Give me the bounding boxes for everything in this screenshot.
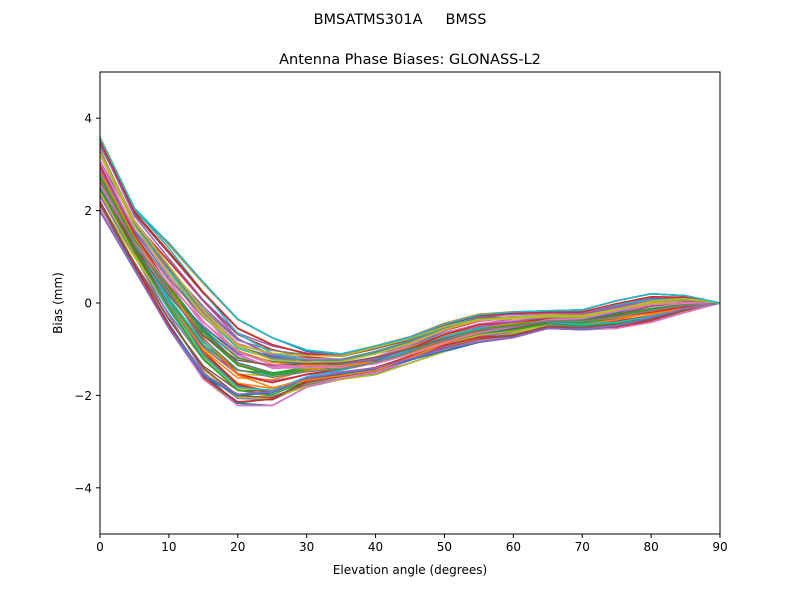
- y-tick-label: −4: [74, 481, 92, 495]
- x-tick-label: 60: [506, 540, 521, 554]
- y-axis-label: Bias (mm): [51, 272, 65, 334]
- y-tick-label: 2: [84, 204, 92, 218]
- series-line: [99, 182, 721, 367]
- x-tick-label: 80: [643, 540, 658, 554]
- y-tick-label: −2: [74, 389, 92, 403]
- x-tick-label: 70: [575, 540, 590, 554]
- series-line: [99, 211, 721, 395]
- x-axis-label: Elevation angle (degrees): [333, 563, 487, 577]
- x-tick-label: 10: [161, 540, 176, 554]
- y-axis: −4 −2 0 2 4: [74, 112, 100, 495]
- x-tick-label: 30: [299, 540, 314, 554]
- y-tick-label: 0: [84, 297, 92, 311]
- x-axis: 0 10 20 30 40 50 60 70 80 90: [96, 534, 728, 554]
- y-tick-label: 4: [84, 112, 92, 126]
- series-line: [99, 200, 721, 403]
- x-tick-label: 0: [96, 540, 104, 554]
- x-tick-label: 90: [712, 540, 727, 554]
- series-line: [99, 184, 721, 369]
- chart-title: Antenna Phase Biases: GLONASS-L2: [279, 52, 541, 68]
- chart-suptitle: BMSATMS301A BMSS: [314, 12, 487, 28]
- x-tick-label: 50: [437, 540, 452, 554]
- series-line: [99, 175, 721, 392]
- x-tick-label: 20: [230, 540, 245, 554]
- series-line: [99, 176, 721, 381]
- series-group: [99, 136, 721, 407]
- series-line: [99, 153, 721, 357]
- x-tick-label: 40: [368, 540, 383, 554]
- series-line: [99, 179, 721, 379]
- series-line: [99, 138, 721, 355]
